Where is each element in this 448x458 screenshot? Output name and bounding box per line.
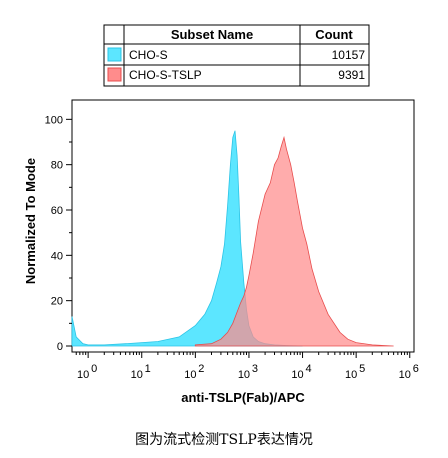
legend-swatch-cho-s-tslp <box>107 67 122 82</box>
x-tick-exponent: 0 <box>91 363 97 375</box>
x-tick-base: 10 <box>238 369 250 381</box>
x-tick-base: 10 <box>345 369 357 381</box>
x-tick-exponent: 4 <box>305 363 311 375</box>
legend-header-subset: Subset Name <box>171 27 253 42</box>
legend-header-count: Count <box>315 27 353 42</box>
figure-caption: 图为流式检测TSLP表达情况 <box>135 432 313 448</box>
legend-name-cho-s: CHO-S <box>129 48 168 62</box>
series-area-cho-s-tslp <box>194 135 394 347</box>
flow-histogram-chart: Subset Name Count CHO-S 10157 CHO-S-TSLP… <box>23 24 419 405</box>
y-tick-label: 20 <box>51 296 63 308</box>
x-tick-exponent: 3 <box>252 363 258 375</box>
x-tick-base: 10 <box>291 369 303 381</box>
x-tick-exponent: 5 <box>359 363 365 375</box>
x-tick-base: 10 <box>131 369 143 381</box>
legend-border <box>103 24 370 87</box>
x-tick-exponent: 2 <box>198 363 204 375</box>
y-axis: 0 20 40 60 80 100 <box>45 114 72 353</box>
legend-count-cho-s: 10157 <box>332 48 366 62</box>
y-axis-label: Normalized To Mode <box>23 158 38 284</box>
y-tick-label: 0 <box>57 341 63 353</box>
x-tick-base: 10 <box>399 369 411 381</box>
x-axis-label: anti-TSLP(Fab)/APC <box>181 390 305 405</box>
histogram-series <box>71 130 394 347</box>
x-tick-base: 10 <box>77 369 89 381</box>
x-tick-exponent: 1 <box>145 363 151 375</box>
legend-count-cho-s-tslp: 9391 <box>338 68 365 82</box>
y-tick-label: 100 <box>45 114 63 126</box>
legend-table: Subset Name Count CHO-S 10157 CHO-S-TSLP… <box>103 24 370 87</box>
y-tick-label: 80 <box>51 160 63 172</box>
legend-name-cho-s-tslp: CHO-S-TSLP <box>129 68 202 82</box>
legend-swatch-cho-s <box>107 47 122 62</box>
y-tick-label: 40 <box>51 250 63 262</box>
y-tick-label: 60 <box>51 205 63 217</box>
x-tick-exponent: 6 <box>413 363 419 375</box>
x-axis: 10 0 10 1 10 2 10 3 10 4 10 5 10 6 <box>75 352 419 381</box>
x-tick-base: 10 <box>184 369 196 381</box>
